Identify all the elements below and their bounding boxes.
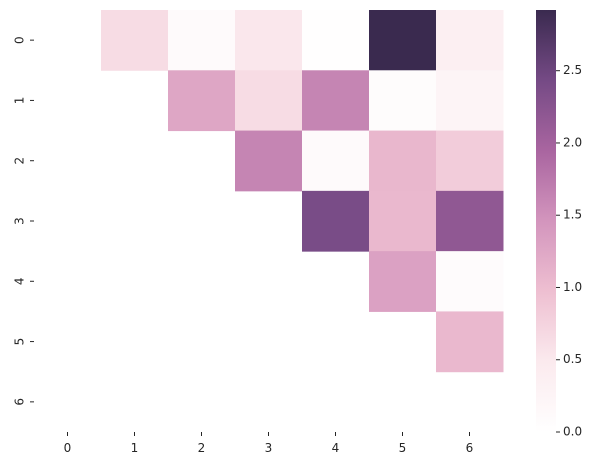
heatmap-cell-4-5 [369, 251, 437, 312]
colorbar-tick-label: 0.5 [563, 352, 582, 366]
heatmap-cells [101, 10, 504, 373]
heatmap-cell-0-4 [302, 10, 370, 71]
heatmap-cell-3-6 [436, 190, 504, 252]
heatmap-cell-2-6 [436, 130, 504, 192]
heatmap-cell-0-3 [235, 10, 303, 71]
heatmap-cell-1-5 [369, 70, 437, 132]
heatmap-cell-0-2 [168, 10, 236, 71]
x-tick-label: 5 [399, 441, 407, 455]
colorbar-axis: 0.0 0.5 1.0 1.5 2.0 2.5 [556, 63, 582, 439]
heatmap-cell-3-4 [302, 190, 370, 252]
x-tick-label: 4 [332, 441, 340, 455]
x-tick-label: 3 [265, 441, 273, 455]
heatmap-cell-3-5 [369, 190, 437, 252]
colorbar [536, 10, 556, 432]
y-tick-label: 4 [13, 277, 27, 285]
heatmap-cell-1-4 [302, 70, 370, 132]
heatmap-cell-1-6 [436, 70, 504, 132]
x-tick-label: 1 [131, 441, 139, 455]
y-tick-label: 6 [13, 398, 27, 406]
heatmap-cell-1-2 [168, 70, 236, 132]
x-tick-label: 0 [64, 441, 72, 455]
x-axis: 0 1 2 3 4 5 6 [64, 432, 474, 455]
colorbar-tick-label: 0.0 [563, 425, 582, 439]
x-tick-label: 2 [198, 441, 206, 455]
y-tick-label: 1 [13, 97, 27, 105]
y-tick-label: 5 [13, 338, 27, 346]
colorbar-tick-label: 1.5 [563, 208, 582, 222]
colorbar-tick-label: 2.5 [563, 63, 582, 77]
heatmap-cell-2-4 [302, 130, 370, 192]
y-tick-label: 2 [13, 157, 27, 165]
heatmap-cell-0-5 [369, 10, 437, 71]
y-tick-label: 3 [13, 217, 27, 225]
colorbar-tick-label: 1.0 [563, 280, 582, 294]
heatmap-cell-2-5 [369, 130, 437, 192]
y-tick-label: 0 [13, 36, 27, 44]
heatmap-cell-5-6 [436, 311, 504, 373]
colorbar-tick-label: 2.0 [563, 135, 582, 149]
y-axis: 0 1 2 3 4 5 6 [13, 36, 34, 406]
heatmap-cell-2-3 [235, 130, 303, 192]
heatmap-cell-4-6 [436, 251, 504, 312]
x-tick-label: 6 [466, 441, 474, 455]
heatmap-cell-1-3 [235, 70, 303, 132]
heatmap-cell-0-1 [101, 10, 169, 71]
heatmap-cell-0-6 [436, 10, 504, 71]
